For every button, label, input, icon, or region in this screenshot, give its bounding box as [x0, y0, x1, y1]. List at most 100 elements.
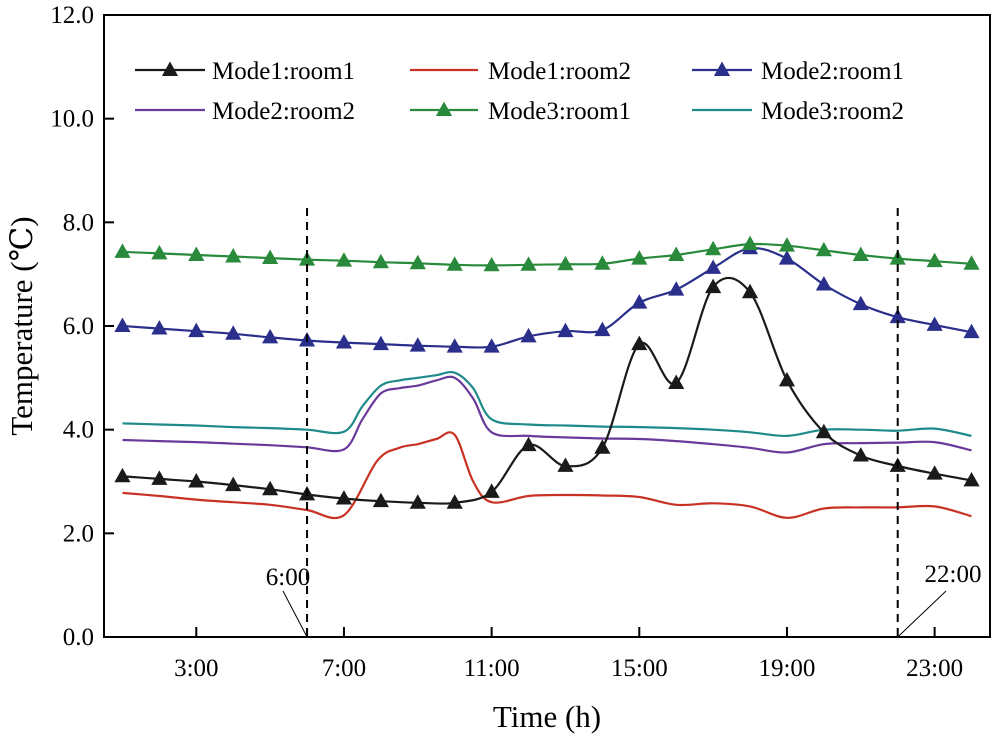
data-point-mode1-room1	[225, 476, 242, 492]
y-tick-label: 6.0	[63, 313, 94, 340]
data-point-mode1-room1	[668, 374, 685, 389]
data-point-mode1-room1	[557, 457, 574, 472]
data-point-mode2-room1	[446, 338, 463, 353]
annotation-leader-line	[897, 590, 947, 638]
y-tick-label: 0.0	[63, 624, 94, 651]
series-line-mode2-room1	[122, 246, 972, 349]
annotation-label: 6:00	[266, 564, 310, 591]
data-point-mode2-room1	[151, 320, 168, 335]
data-point-mode2-room1	[852, 295, 869, 311]
y-tick-label: 4.0	[63, 417, 94, 444]
data-point-mode2-room1	[705, 259, 722, 274]
data-point-mode3-room1	[298, 251, 316, 266]
data-point-mode2-room1	[188, 322, 205, 338]
legend-label: Mode3:room1	[488, 98, 631, 125]
x-tick-label: 11:00	[464, 655, 520, 682]
data-point-mode3-room1	[372, 253, 389, 269]
data-point-mode2-room1	[926, 316, 943, 331]
data-point-mode2-room1	[594, 321, 611, 337]
data-point-mode1-room1	[483, 483, 500, 498]
data-point-mode3-room1	[852, 246, 869, 261]
series-line-mode3-room1	[122, 242, 972, 267]
x-tick-label: 23:00	[906, 655, 963, 682]
data-point-mode3-room1	[778, 237, 796, 252]
data-point-mode1-room1	[852, 447, 869, 462]
y-tick-label: 2.0	[63, 520, 94, 547]
data-point-mode2-room1	[778, 250, 796, 265]
x-tick-label: 7:00	[322, 655, 366, 682]
x-axis-title: Time (h)	[493, 699, 601, 734]
data-point-mode2-room1	[225, 325, 242, 340]
annotation-label: 22:00	[925, 561, 982, 588]
data-point-mode1-room1	[594, 439, 611, 454]
data-point-mode2-room1	[372, 335, 389, 351]
annotation-leader-line	[282, 590, 308, 638]
data-point-mode1-room1	[114, 467, 131, 483]
data-point-mode3-room1	[668, 246, 685, 261]
data-point-mode2-room1	[889, 308, 906, 324]
data-point-mode2-room1	[631, 294, 648, 309]
data-point-mode1-room1	[188, 473, 205, 488]
axes-layer: 0.0 2.0 4.0 6.0 8.0 10.0 12.0 3:00 7:00 11:00 15:0…	[50, 2, 963, 682]
data-point-mode3-room1	[557, 255, 574, 271]
data-point-mode1-room1	[372, 492, 389, 508]
data-point-mode1-room1	[815, 423, 832, 439]
data-point-mode3-room1	[594, 255, 611, 270]
data-point-mode3-room1	[114, 243, 131, 258]
data-point-mode1-room1	[446, 494, 463, 509]
data-point-mode3-room1	[705, 240, 722, 256]
data-point-mode3-room1	[446, 256, 463, 271]
legend-label: Mode1:room2	[488, 58, 631, 85]
y-tick-label: 8.0	[63, 209, 94, 236]
data-point-mode1-room1	[705, 278, 722, 294]
data-point-mode2-room1	[557, 322, 574, 338]
data-point-mode3-room1	[409, 254, 426, 270]
data-point-mode3-room1	[520, 256, 537, 271]
annotation-layer: 6:00 22:00	[266, 208, 982, 638]
data-point-mode3-room1	[483, 256, 500, 272]
series-line-mode1-room2	[122, 431, 972, 520]
data-point-mode3-room1	[262, 249, 279, 265]
data-point-mode2-room1	[114, 317, 131, 332]
data-point-mode3-room1	[335, 252, 353, 267]
data-point-mode1-room1	[151, 470, 168, 485]
data-point-mode2-room1	[409, 337, 426, 352]
series-line-mode3-room2	[122, 370, 972, 438]
legend-label: Mode2:room2	[212, 98, 355, 125]
x-tick-label: 3:00	[174, 655, 218, 682]
series-layer	[114, 235, 980, 520]
data-point-mode2-room1	[963, 323, 980, 339]
data-point-mode3-room1	[741, 235, 759, 251]
data-point-mode2-room1	[262, 328, 279, 344]
y-tick-label: 10.0	[50, 106, 94, 133]
x-tick-label: 15:00	[611, 655, 668, 682]
legend-label: Mode3:room2	[761, 98, 904, 125]
data-point-mode3-room1	[815, 241, 832, 257]
legend-swatch-marker	[435, 101, 453, 116]
data-point-mode2-room1	[520, 327, 537, 343]
data-point-mode2-room1	[668, 281, 685, 296]
data-point-mode3-room1	[963, 255, 980, 270]
data-point-mode3-room1	[225, 248, 242, 263]
x-tick-label: 19:00	[758, 655, 815, 682]
series-line-mode1-room1	[122, 276, 972, 505]
legend: Mode1:room1 Mode1:room2 Mode2:room1 Mode2:r…	[135, 58, 904, 125]
data-point-mode3-room1	[188, 246, 205, 261]
data-point-mode1-room1	[520, 436, 537, 452]
data-point-mode1-room1	[778, 371, 796, 387]
series-line-mode2-room2	[122, 375, 972, 454]
data-point-mode1-room1	[741, 283, 759, 299]
data-point-mode3-room1	[151, 244, 168, 260]
data-point-mode1-room1	[335, 490, 353, 505]
data-point-mode2-room1	[815, 276, 832, 291]
data-point-mode2-room1	[335, 334, 353, 349]
data-point-mode3-room1	[926, 252, 943, 268]
legend-label: Mode2:room1	[761, 58, 904, 85]
data-point-mode2-room1	[483, 338, 500, 353]
data-point-mode1-room1	[963, 471, 980, 487]
y-axis-title: Temperature (℃)	[4, 216, 39, 435]
data-point-mode1-room1	[631, 335, 648, 351]
data-point-mode3-room1	[631, 250, 648, 265]
data-point-mode1-room1	[262, 480, 279, 496]
